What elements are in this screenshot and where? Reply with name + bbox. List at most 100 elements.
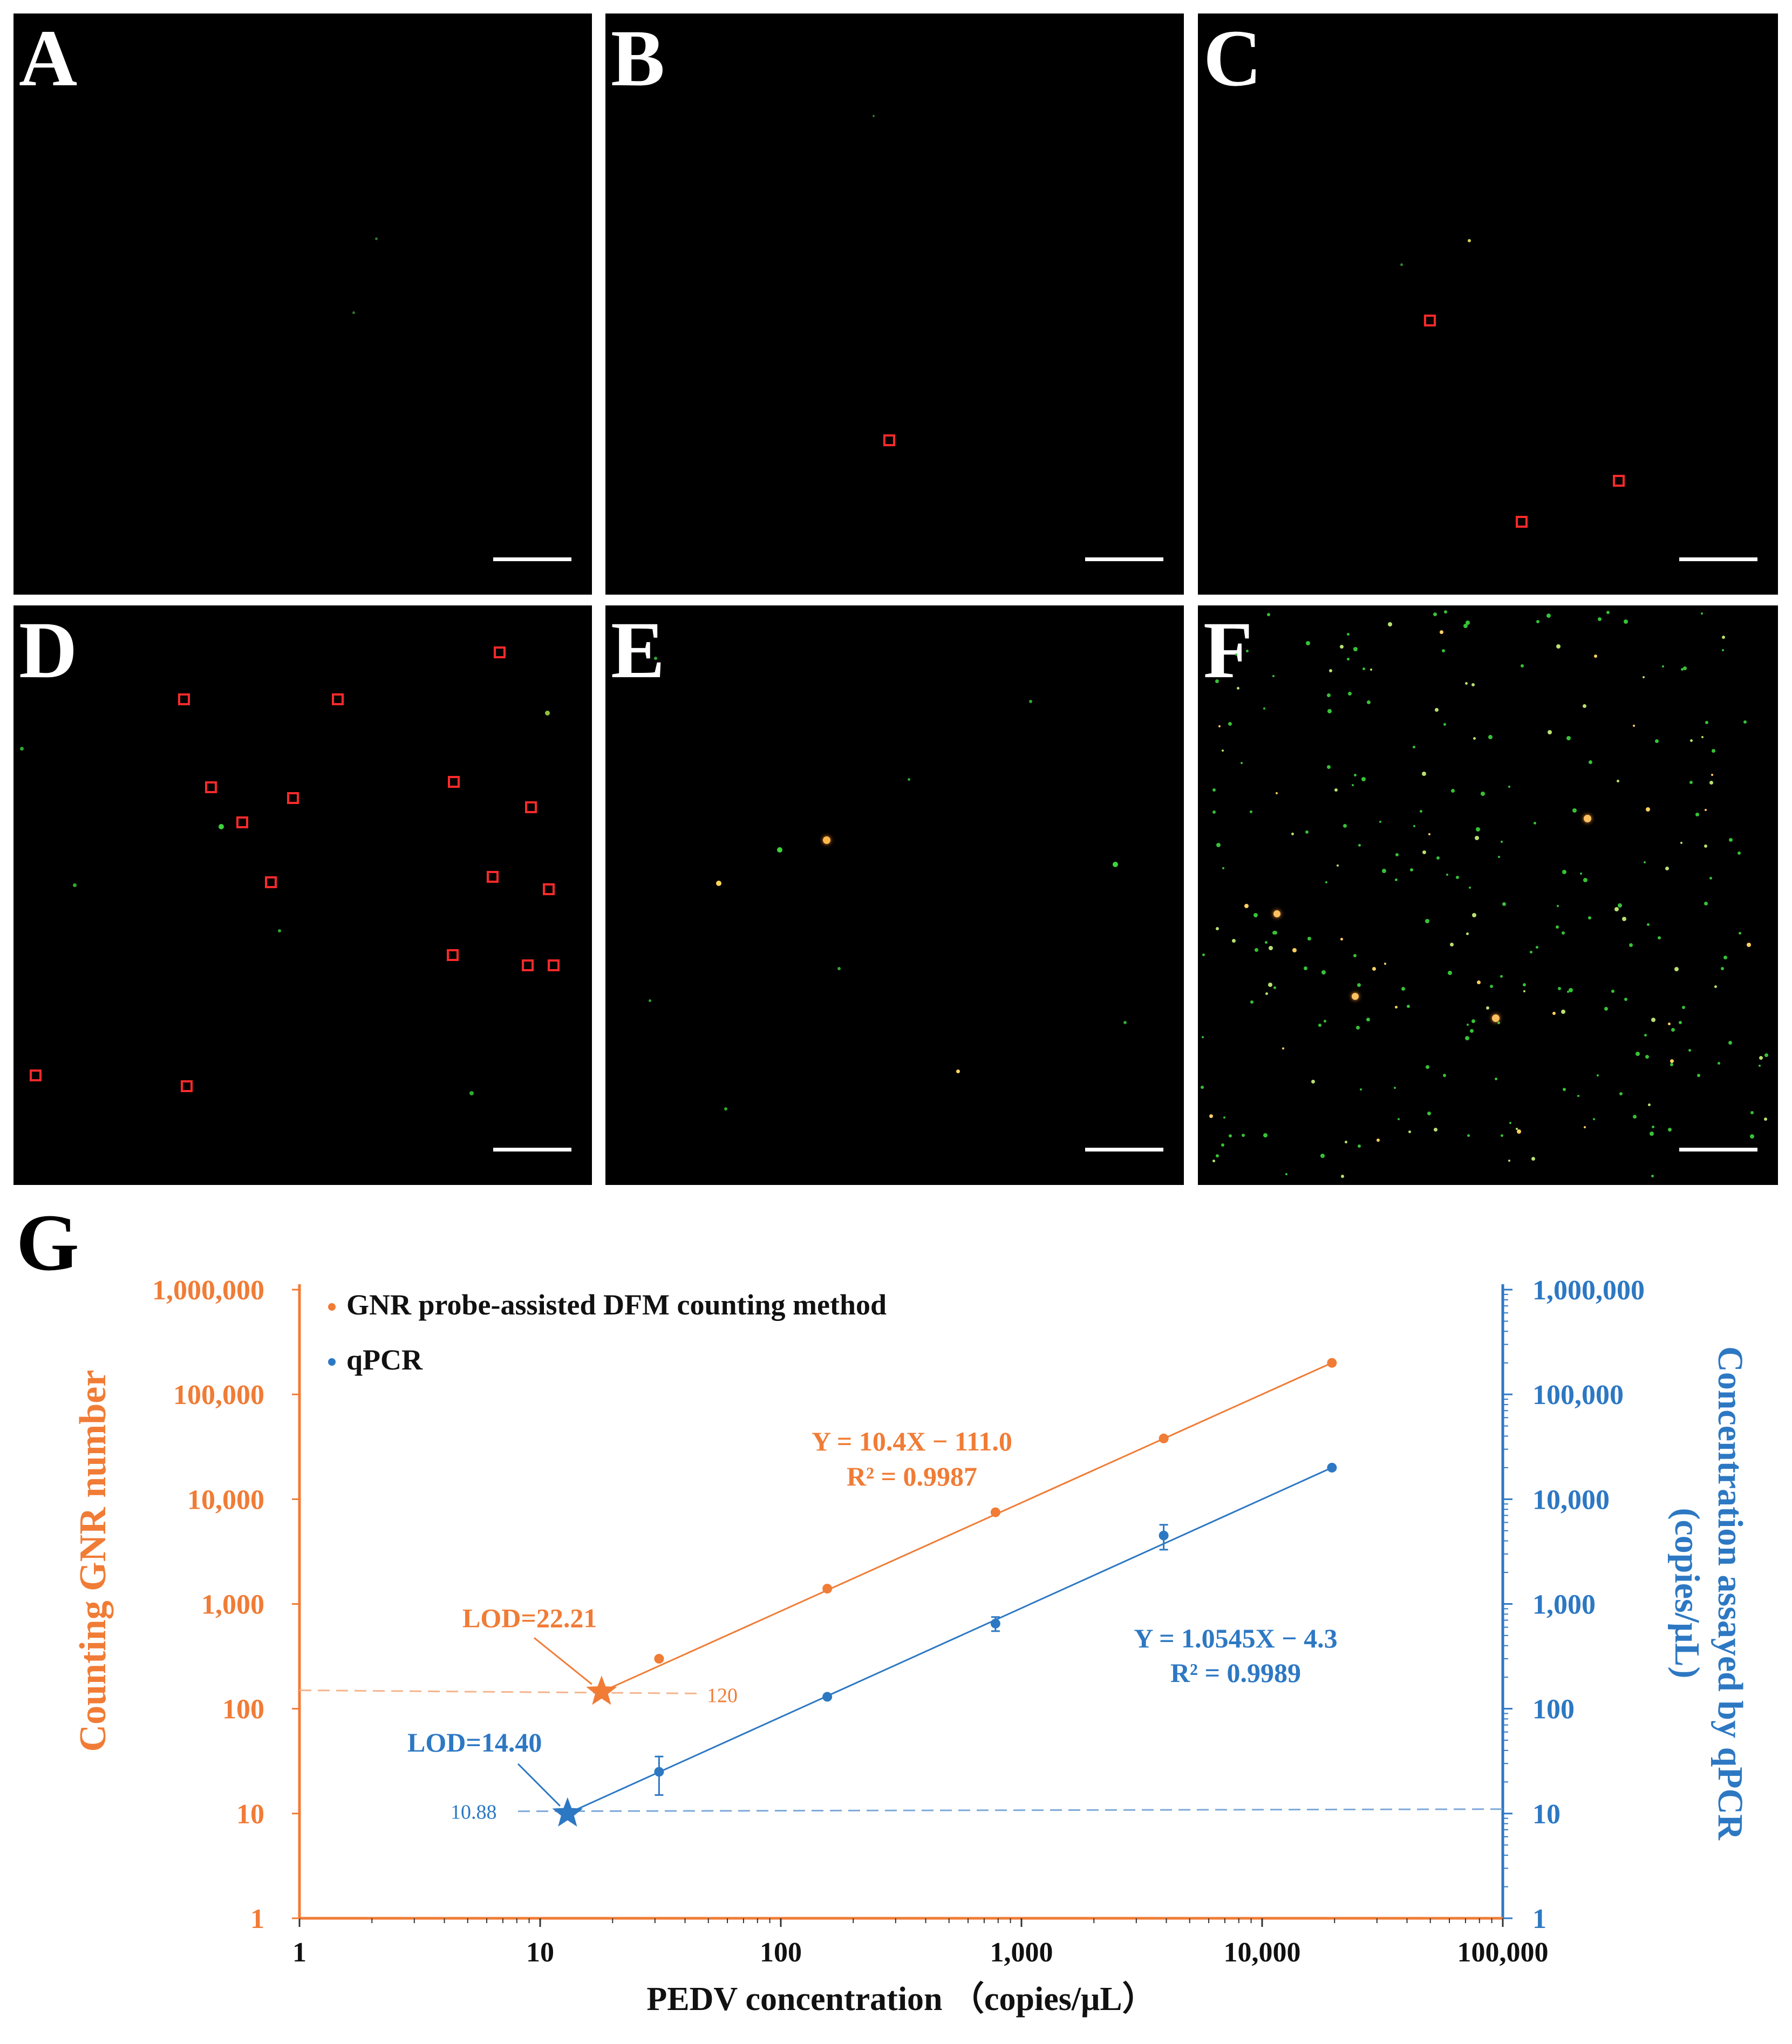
right-y-tick-label: 100,000 (1532, 1380, 1624, 1411)
particle-marker (487, 871, 499, 883)
particle (1265, 992, 1268, 995)
particle (1436, 856, 1440, 860)
particle (1285, 1173, 1287, 1175)
particle (1614, 907, 1619, 911)
particle (1502, 902, 1506, 906)
right-y-tick-label: 100 (1532, 1694, 1575, 1725)
particle (1552, 1012, 1556, 1015)
particle-marker (543, 883, 555, 895)
particle (1701, 736, 1704, 738)
particle (1466, 932, 1469, 935)
particle-marker (494, 646, 506, 658)
particle (1311, 1080, 1315, 1084)
orange-equation: Y = 10.4X − 111.0 (812, 1426, 1012, 1456)
particle (1237, 687, 1239, 690)
particle-marker (1424, 315, 1436, 326)
particle (1340, 938, 1343, 941)
orange-lod-pointer (534, 1637, 592, 1685)
panel-d-label: D (19, 605, 78, 695)
particle (1354, 774, 1357, 776)
particle (1481, 792, 1485, 796)
particle (1320, 1154, 1325, 1158)
particle (1619, 1092, 1623, 1095)
blue-lod-label: LOD=14.40 (407, 1727, 542, 1757)
particle (1508, 1160, 1510, 1162)
particle (1475, 836, 1479, 840)
particle (1704, 844, 1707, 848)
particle (1216, 1154, 1219, 1157)
particle (1598, 617, 1602, 621)
right-y-axis-title-line1: Concentration assayed by qPCR (1711, 1346, 1750, 1841)
particle (1360, 1088, 1362, 1091)
particle (1556, 925, 1559, 929)
particle (1394, 1087, 1396, 1089)
particle (1705, 721, 1708, 724)
particle (1471, 1019, 1475, 1023)
particle (1651, 1018, 1655, 1022)
scale-bar (1679, 557, 1757, 561)
particle (716, 881, 721, 886)
x-tick-label: 10,000 (1224, 1937, 1301, 1968)
particle (1250, 1000, 1253, 1004)
particle (1561, 1010, 1565, 1014)
blue-r2: R² = 0.9989 (1170, 1658, 1301, 1688)
scale-bar (493, 1148, 571, 1152)
particle (1345, 1141, 1347, 1143)
particle (1488, 735, 1493, 739)
particle (1029, 700, 1032, 703)
particle (908, 778, 910, 781)
particle-marker (525, 801, 537, 813)
particle-marker (181, 1080, 193, 1092)
particle (1291, 833, 1294, 835)
particle (1265, 941, 1268, 944)
blue-data-point (990, 1618, 1000, 1629)
particle (1242, 1134, 1245, 1137)
particle (1202, 953, 1205, 956)
particle (1670, 1059, 1674, 1063)
particle (1604, 1007, 1608, 1011)
particle (1268, 983, 1272, 987)
particle (1689, 781, 1693, 784)
particle (352, 311, 355, 314)
particle (1644, 861, 1646, 863)
particle (1618, 903, 1622, 908)
blue-data-point (822, 1692, 833, 1702)
particle (1671, 1028, 1675, 1032)
x-tick-label: 1 (292, 1937, 306, 1968)
orange-lod-star (586, 1675, 617, 1705)
particle (823, 836, 830, 844)
particle (1228, 722, 1232, 726)
particle (1215, 679, 1219, 683)
particle (1362, 667, 1365, 670)
orange-data-point (1327, 1358, 1337, 1368)
particle (1370, 669, 1372, 671)
particle (1468, 239, 1471, 242)
particle (1646, 807, 1650, 812)
particle (1212, 1160, 1215, 1162)
particle (1325, 881, 1327, 883)
orange-data-point (990, 1507, 1000, 1517)
particle (1201, 1086, 1204, 1089)
particle (1465, 682, 1468, 685)
panel-a: A (13, 13, 592, 595)
particle (1718, 1062, 1720, 1065)
particle (1500, 975, 1503, 978)
particle (1567, 991, 1569, 993)
right-y-tick-label: 1 (1532, 1904, 1546, 1934)
blue-data-point (654, 1767, 664, 1777)
particle (1467, 1024, 1469, 1026)
particle (1709, 781, 1713, 785)
scale-bar (493, 557, 571, 561)
blue-data-point (1159, 1530, 1169, 1541)
particle (1680, 842, 1682, 844)
blue-data-point (1327, 1462, 1337, 1473)
orange-threshold-label: 120 (707, 1684, 738, 1707)
particle (1572, 808, 1577, 813)
particle (1476, 827, 1480, 832)
particle (1566, 736, 1571, 740)
particle-marker (1613, 475, 1625, 487)
orange-lod-label: LOD=22.21 (462, 1603, 597, 1633)
particle (1738, 851, 1741, 855)
orange-data-point (654, 1654, 664, 1664)
